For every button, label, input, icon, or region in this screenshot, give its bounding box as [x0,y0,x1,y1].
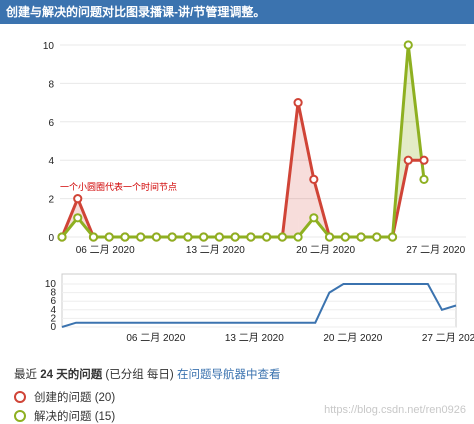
overview-frame [61,273,457,328]
y-tick-label: 8 [48,79,54,90]
resolved-point [340,232,350,242]
y-tick-label: 10 [43,41,55,52]
resolved-series-line [60,44,426,239]
overview-y-tick-label: 0 [50,322,56,333]
overview-series-line [61,283,457,328]
summary-line: 最近 24 天的问题 (已分组 每日) 在问题导航器中查看 [14,366,280,382]
created-legend-marker [14,391,26,403]
chart-header: 创建与解决的问题对比图录播课-讲/节管理调整。 [0,0,474,24]
summary-prefix: 最近 [14,369,37,381]
overview-y-tick-label: 2 [50,313,56,324]
resolved-point [403,40,413,50]
legend-created-label: 创建的问题 (20) [34,392,116,404]
y-tick-label: 0 [48,233,54,244]
x-tick-label: 20 二月 2020 [296,244,355,256]
resolved-point [183,232,193,242]
created-point [293,98,303,108]
resolved-point [246,232,256,242]
resolved-point [230,232,240,242]
overview-y-tick-label: 8 [50,288,56,299]
overview-x-tick-label: 27 二月 2020 [422,332,474,344]
difference-area [298,102,314,237]
created-series-line [60,102,424,239]
overview-x-tick-label: 20 二月 2020 [323,332,382,344]
y-tick-label: 2 [48,195,54,206]
legend-resolved: 解决的问题 (15) [14,408,115,424]
created-point [419,155,429,165]
resolved-point [372,232,382,242]
overview-y-tick-label: 4 [50,305,56,316]
overview-y-tick-label: 10 [45,279,57,290]
resolved-point [136,232,146,242]
resolved-point [419,174,429,184]
annotation-label: 一个小圆圈代表一个时间节点 [60,181,177,192]
resolved-point [57,232,67,242]
y-tick-label: 6 [48,118,54,129]
resolved-point [324,232,335,242]
chart-title: 创建与解决的问题对比图录播课-讲/节管理调整。 [6,5,266,19]
created-point [403,155,413,165]
resolved-point [277,232,287,242]
watermark: https://blog.csdn.net/ren0926 [324,404,466,416]
resolved-legend-marker [14,410,26,422]
resolved-point [293,232,303,242]
resolved-point [387,232,398,242]
x-tick-label: 27 二月 2020 [406,244,465,256]
x-tick-label: 06 二月 2020 [76,244,135,256]
resolved-point [120,232,130,242]
legend-resolved-label: 解决的问题 (15) [34,411,116,423]
resolved-point [73,213,83,223]
issue-navigator-link[interactable]: 在问题导航器中查看 [176,369,281,381]
resolved-point [151,232,162,242]
summary-days: 24 天的问题 [40,369,103,381]
overview-y-tick-label: 6 [50,296,56,307]
resolved-point [199,232,209,242]
summary-detail: (已分组 每日) [105,369,174,381]
overview-x-tick-label: 13 二月 2020 [225,332,284,344]
resolved-point [88,232,99,242]
created-point [309,174,319,184]
resolved-point [167,232,177,242]
resolved-point [356,232,366,242]
overview-x-tick-label: 06 二月 2020 [126,332,185,344]
created-point [73,194,83,204]
y-tick-label: 4 [48,156,54,167]
resolved-point [309,213,319,223]
legend-created: 创建的问题 (20) [14,389,115,405]
resolved-point [214,232,224,242]
resolved-point [104,232,114,242]
resolved-point [262,232,272,242]
x-tick-label: 13 二月 2020 [186,244,245,256]
